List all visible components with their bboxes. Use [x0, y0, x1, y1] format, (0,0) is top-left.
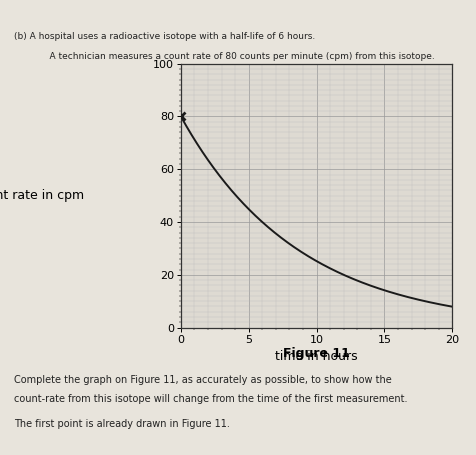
Text: Figure 11: Figure 11 [283, 347, 350, 360]
Text: Complete the graph on Figure 11, as accurately as possible, to show how the: Complete the graph on Figure 11, as accu… [14, 375, 392, 385]
Text: count-rate from this isotope will change from the time of the first measurement.: count-rate from this isotope will change… [14, 394, 408, 404]
Text: (b) A hospital uses a radioactive isotope with a half-life of 6 hours.: (b) A hospital uses a radioactive isotop… [14, 32, 316, 41]
Text: The first point is already drawn in Figure 11.: The first point is already drawn in Figu… [14, 419, 230, 429]
X-axis label: time in hours: time in hours [275, 350, 358, 363]
Text: A technician measures a count rate of 80 counts per minute (cpm) from this isoto: A technician measures a count rate of 80… [38, 52, 435, 61]
Text: count rate in cpm: count rate in cpm [0, 189, 84, 202]
